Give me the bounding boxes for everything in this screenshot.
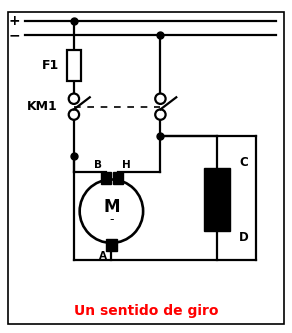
Circle shape — [155, 94, 166, 104]
Text: H: H — [122, 160, 131, 170]
Text: -: - — [109, 213, 114, 226]
Text: F1: F1 — [42, 59, 60, 72]
Text: C: C — [240, 156, 248, 169]
Bar — [106, 239, 117, 251]
Text: Un sentido de giro: Un sentido de giro — [74, 304, 218, 318]
Text: +: + — [9, 14, 21, 28]
Text: KM1: KM1 — [27, 100, 58, 113]
Circle shape — [80, 179, 143, 243]
Text: B: B — [94, 160, 102, 170]
Text: M: M — [103, 198, 120, 216]
Text: A: A — [99, 251, 107, 261]
Circle shape — [69, 110, 79, 120]
Bar — [112, 172, 123, 184]
Bar — [67, 50, 81, 82]
Bar — [101, 172, 111, 184]
Text: −: − — [9, 28, 21, 42]
Circle shape — [155, 110, 166, 120]
Bar — [204, 168, 230, 231]
Circle shape — [69, 94, 79, 104]
Text: D: D — [239, 231, 249, 244]
